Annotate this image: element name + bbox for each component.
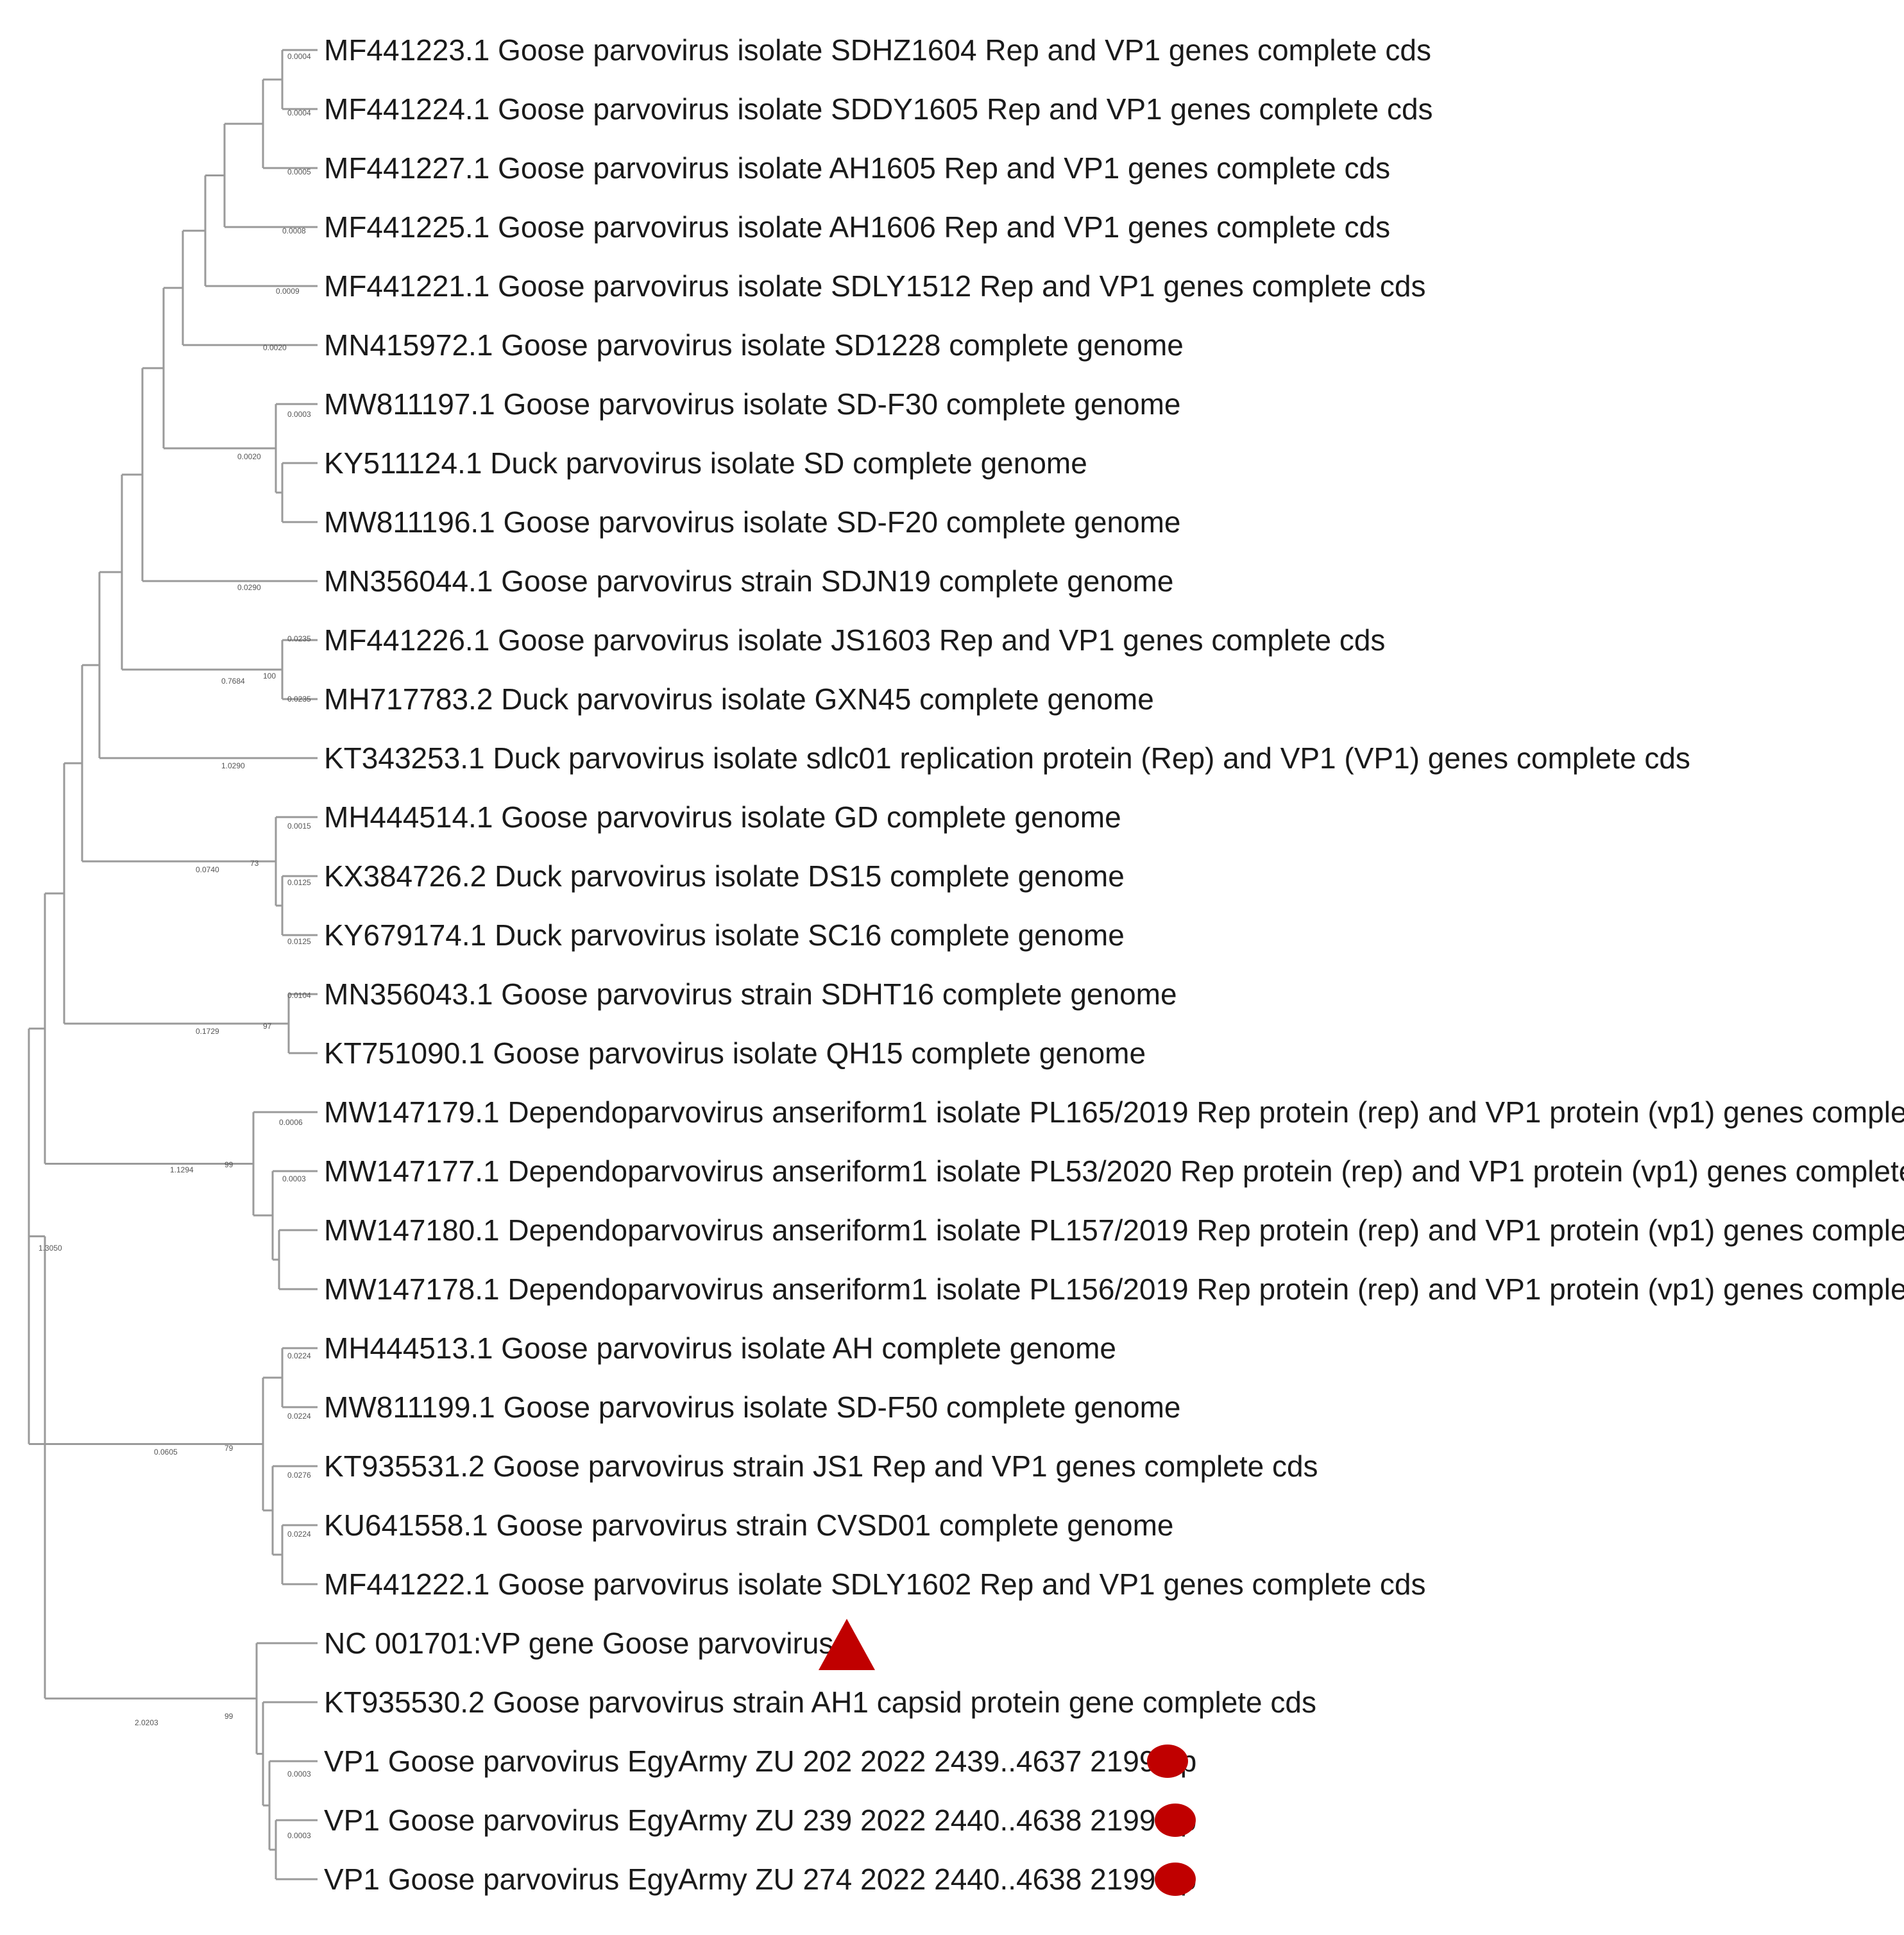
taxon-label: MF441224.1 Goose parvovirus isolate SDDY… [324,92,1433,126]
study-sample-circle-marker [1147,1745,1188,1778]
taxon-label: MF441226.1 Goose parvovirus isolate JS16… [324,623,1385,657]
taxon-label: KY679174.1 Duck parvovirus isolate SC16 … [324,918,1125,952]
taxon-label: KT935531.2 Goose parvovirus strain JS1 R… [324,1449,1318,1483]
taxon-label: VP1 Goose parvovirus EgyArmy ZU 202 2022… [324,1745,1196,1778]
study-sample-circle-marker [1155,1863,1196,1896]
branch-annotation: 0.1729 [196,1027,219,1036]
branch-annotation: 99 [225,1712,234,1721]
branch-annotation: 0.0235 [287,695,311,704]
reference-triangle-marker [819,1619,875,1670]
branch-annotation: 1.0290 [221,761,245,770]
branch-annotation: 0.0006 [279,1118,303,1127]
taxon-label: MW147177.1 Dependoparvovirus anseriform1… [324,1154,1904,1188]
branch-annotation: 0.0224 [287,1412,311,1421]
taxon-label: KT935530.2 Goose parvovirus strain AH1 c… [324,1686,1316,1719]
branch-annotation: 2.0203 [135,1718,158,1727]
branch-annotation: 1.3050 [38,1244,62,1253]
branch-annotation: 0.0009 [276,287,300,296]
branch-annotation: 0.0003 [287,1831,311,1840]
branch-annotation: 0.0003 [282,1174,306,1183]
taxon-label: MH717783.2 Duck parvovirus isolate GXN45… [324,682,1154,716]
branch-annotation: 100 [263,672,276,680]
branch-annotation: 0.0015 [287,822,311,831]
branch-annotation: 0.0005 [287,167,311,176]
branch-annotation: 0.0020 [237,452,261,461]
taxon-label: KY511124.1 Duck parvovirus isolate SD co… [324,446,1087,480]
taxon-label: MW147178.1 Dependoparvovirus anseriform1… [324,1272,1904,1306]
taxon-label: MW811196.1 Goose parvovirus isolate SD-F… [324,505,1181,539]
taxon-label: MN356044.1 Goose parvovirus strain SDJN1… [324,564,1173,598]
taxon-label: KU641558.1 Goose parvovirus strain CVSD0… [324,1508,1174,1542]
branch-annotation: 0.0125 [287,878,311,887]
branch-annotation: 1.1294 [170,1165,194,1174]
branch-annotation: 0.0224 [287,1351,311,1360]
taxon-label: KT751090.1 Goose parvovirus isolate QH15… [324,1036,1146,1070]
branch-annotation: 0.0235 [287,634,311,643]
taxon-label: VP1 Goose parvovirus EgyArmy ZU 274 2022… [324,1863,1196,1896]
taxon-label: MH444514.1 Goose parvovirus isolate GD c… [324,800,1121,834]
branch-annotation: 0.0004 [287,52,311,61]
taxon-label: MF441225.1 Goose parvovirus isolate AH16… [324,210,1390,244]
taxon-label: MW811199.1 Goose parvovirus isolate SD-F… [324,1390,1181,1424]
taxon-label: KT343253.1 Duck parvovirus isolate sdlc0… [324,741,1690,775]
taxon-label: MH444513.1 Goose parvovirus isolate AH c… [324,1331,1116,1365]
taxon-label: MW147180.1 Dependoparvovirus anseriform1… [324,1213,1904,1247]
branch-annotation: 0.7684 [221,677,245,686]
taxon-label: KX384726.2 Duck parvovirus isolate DS15 … [324,859,1125,893]
branch-annotation: 79 [225,1444,234,1453]
taxon-label: MW147179.1 Dependoparvovirus anseriform1… [324,1095,1904,1129]
taxon-label: MF441222.1 Goose parvovirus isolate SDLY… [324,1567,1426,1601]
branch-annotation: 73 [250,859,259,868]
taxon-label: MF441223.1 Goose parvovirus isolate SDHZ… [324,33,1431,67]
branch-annotation: 0.0003 [287,1770,311,1779]
branch-annotation: 0.0104 [287,991,311,1000]
taxon-label: MN415972.1 Goose parvovirus isolate SD12… [324,328,1184,362]
branch-annotation: 0.0125 [287,937,311,946]
study-sample-circle-marker [1155,1804,1196,1837]
branch-annotation: 0.0003 [287,410,311,419]
branch-annotation: 0.0290 [237,583,261,592]
branch-annotation: 0.0020 [263,343,287,352]
taxon-label: MF441221.1 Goose parvovirus isolate SDLY… [324,269,1426,303]
branch-annotation: 0.0004 [287,108,311,117]
taxon-label: VP1 Goose parvovirus EgyArmy ZU 239 2022… [324,1804,1196,1837]
branch-annotation: 0.0605 [154,1448,178,1457]
branch-annotation: 0.0276 [287,1471,311,1480]
taxon-label: MW811197.1 Goose parvovirus isolate SD-F… [324,387,1181,421]
taxon-label: MF441227.1 Goose parvovirus isolate AH16… [324,151,1390,185]
branch-annotation: 0.0008 [282,226,306,235]
branch-annotation: 0.0740 [196,865,219,874]
taxon-label: NC 001701:VP gene Goose parvovirus [324,1627,833,1660]
branch-annotation: 0.0224 [287,1530,311,1539]
taxon-label: MN356043.1 Goose parvovirus strain SDHT1… [324,977,1177,1011]
branch-annotation: 97 [263,1022,272,1031]
branch-annotation: 99 [225,1160,234,1169]
